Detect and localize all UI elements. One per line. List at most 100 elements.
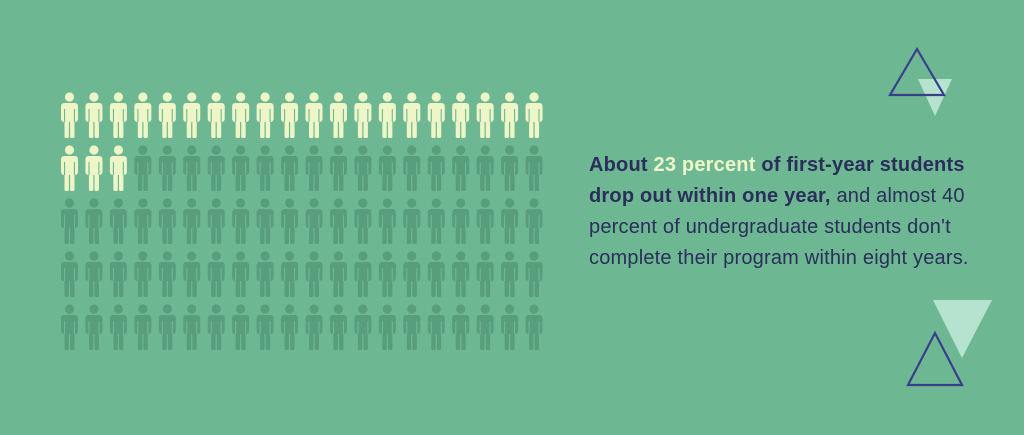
person-icon [232,145,250,191]
person-icon [305,304,323,350]
person-icon [134,304,152,350]
person-icon [403,198,421,244]
person-icon [525,198,543,244]
person-icon [85,92,103,138]
person-icon [207,145,225,191]
person-icon [403,92,421,138]
person-icon [378,251,396,297]
person-icon [256,145,274,191]
person-icon [378,304,396,350]
person-icon [403,304,421,350]
person-icon [256,92,274,138]
person-icon [452,251,470,297]
person-icon [329,145,347,191]
people-icon-grid [61,92,543,350]
person-icon [256,304,274,350]
person-icon [158,145,176,191]
person-icon [109,251,127,297]
person-icon [476,251,494,297]
person-icon [452,145,470,191]
person-icon [256,251,274,297]
person-icon [329,198,347,244]
person-icon [61,251,78,297]
person-icon [525,92,543,138]
person-icon [158,92,176,138]
person-icon [305,145,323,191]
person-icon [476,198,494,244]
person-icon [403,251,421,297]
triangle-outline-icon [888,46,946,97]
person-icon [501,304,519,350]
person-icon [427,198,445,244]
person-icon [207,251,225,297]
person-icon [525,145,543,191]
person-icon [305,92,323,138]
person-icon [378,145,396,191]
person-icon [109,304,127,350]
person-icon [256,198,274,244]
person-icon [329,304,347,350]
triangle-outline-icon [906,330,964,387]
person-icon [403,145,421,191]
person-icon [183,304,201,350]
person-icon [476,145,494,191]
person-icon [354,251,372,297]
person-icon [378,198,396,244]
person-icon [329,251,347,297]
text-lead: About [589,154,654,176]
person-icon [232,92,250,138]
triangle-filled-icon [933,300,992,358]
text-regular-clause: and almost 40 percent of undergraduate s… [589,185,969,269]
person-icon [427,145,445,191]
person-icon [158,251,176,297]
person-icon [109,145,127,191]
text-bold-clause: of first-year students drop out within o… [589,154,965,207]
person-icon [134,198,152,244]
person-icon [525,251,543,297]
person-icon [232,251,250,297]
person-icon [354,304,372,350]
person-icon [305,198,323,244]
person-icon [85,304,103,350]
person-icon [427,251,445,297]
person-icon [354,198,372,244]
person-icon [61,92,78,138]
person-icon [476,304,494,350]
person-icon [281,251,299,297]
person-icon [85,198,103,244]
person-icon [183,198,201,244]
person-icon [61,304,78,350]
person-icon [134,92,152,138]
person-icon [85,145,103,191]
person-icon [158,198,176,244]
person-icon [378,92,396,138]
person-icon [281,92,299,138]
person-icon [501,251,519,297]
person-icon [183,145,201,191]
person-icon [207,198,225,244]
person-icon [207,92,225,138]
person-icon [329,92,347,138]
person-icon [281,198,299,244]
person-icon [109,198,127,244]
person-icon [281,304,299,350]
person-icon [501,92,519,138]
statistic-text: About 23 percent of first-year students … [589,150,989,274]
triangle-filled-icon [918,79,952,116]
person-icon [61,198,78,244]
person-icon [134,145,152,191]
text-highlight-percent: 23 percent [653,154,756,176]
person-icon [232,304,250,350]
person-icon [452,198,470,244]
person-icon [305,251,323,297]
person-icon [452,304,470,350]
person-icon [476,92,494,138]
person-icon [525,304,543,350]
person-icon [183,251,201,297]
person-icon [183,92,201,138]
person-icon [501,145,519,191]
person-icon [354,145,372,191]
person-icon [427,304,445,350]
person-icon [109,92,127,138]
person-icon [207,304,225,350]
